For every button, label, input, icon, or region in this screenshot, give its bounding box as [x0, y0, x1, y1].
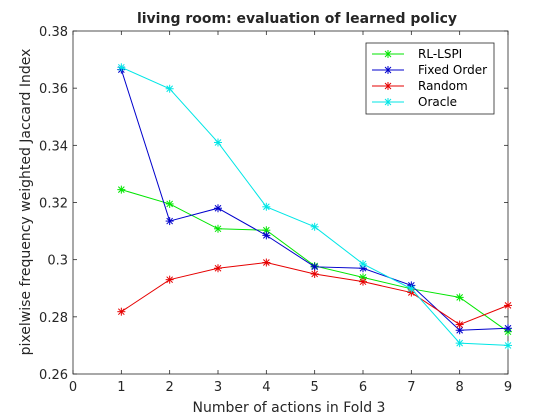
legend-label: Fixed Order	[418, 63, 487, 77]
data-point-random	[214, 264, 222, 273]
data-point-rl-lspi	[455, 293, 464, 302]
data-point-random	[262, 258, 271, 267]
data-point-fixed-order	[165, 217, 174, 226]
y-tick-label: 0.28	[39, 311, 68, 326]
data-point-rl-lspi	[117, 185, 126, 194]
legend-entry-random: Random	[372, 79, 468, 93]
data-point-oracle	[262, 202, 271, 211]
y-tick-label: 0.32	[39, 197, 68, 212]
y-tick-label: 0.26	[39, 368, 68, 383]
data-point-random	[455, 320, 464, 329]
data-point-oracle	[455, 339, 464, 348]
x-tick-label: 6	[359, 380, 367, 395]
data-point-oracle	[504, 341, 512, 350]
legend-marker	[384, 98, 392, 106]
legend-entry-rl-lspi: RL-LSPI	[372, 47, 462, 61]
data-point-rl-lspi	[214, 224, 222, 233]
data-point-fixed-order	[455, 326, 464, 335]
data-point-fixed-order	[504, 324, 512, 333]
x-axis-label: Number of actions in Fold 3	[193, 400, 386, 416]
data-point-oracle	[117, 63, 126, 72]
x-axis-ticks: 0 1 2 3 4 5 6 7 8 9	[69, 31, 512, 395]
series-random	[117, 258, 512, 329]
data-point-oracle	[310, 222, 319, 231]
data-point-random	[165, 275, 174, 284]
legend-label: RL-LSPI	[418, 47, 462, 61]
y-tick-label: 0.34	[39, 139, 68, 154]
x-tick-label: 1	[117, 380, 125, 395]
data-point-fixed-order	[310, 262, 319, 271]
x-tick-label: 2	[166, 380, 174, 395]
x-tick-label: 5	[311, 380, 319, 395]
data-point-rl-lspi	[165, 199, 174, 208]
data-point-random	[310, 269, 319, 278]
y-tick-label: 0.3	[47, 254, 68, 269]
legend-marker	[384, 82, 392, 90]
y-axis-ticks: 0.26 0.28 0.3 0.32 0.34 0.36 0.38	[39, 25, 508, 383]
legend-entry-oracle: Oracle	[372, 95, 457, 109]
x-tick-label: 3	[214, 380, 222, 395]
data-point-oracle	[165, 84, 174, 93]
legend: RL-LSPI Fixed Order Random Oracle	[365, 42, 495, 115]
y-tick-label: 0.36	[39, 82, 68, 97]
data-point-random	[359, 277, 367, 286]
x-tick-label: 7	[407, 380, 415, 395]
x-tick-label: 0	[69, 380, 77, 395]
legend-label: Oracle	[418, 95, 457, 109]
x-tick-label: 4	[262, 380, 270, 395]
y-tick-label: 0.38	[39, 25, 68, 40]
legend-marker	[384, 50, 392, 58]
chart-title: living room: evaluation of learned polic…	[137, 11, 457, 27]
data-point-oracle	[214, 138, 222, 147]
data-point-fixed-order	[214, 204, 222, 213]
legend-entry-fixed-order: Fixed Order	[372, 63, 487, 77]
legend-marker	[384, 66, 392, 74]
y-axis-label: pixelwise frequency weighted Jaccard Ind…	[18, 49, 34, 356]
data-point-fixed-order	[262, 231, 271, 240]
legend-label: Random	[418, 79, 468, 93]
series-oracle	[117, 63, 512, 350]
x-tick-label: 8	[456, 380, 464, 395]
data-point-random	[504, 301, 512, 310]
x-tick-label: 9	[504, 380, 512, 395]
data-point-oracle	[359, 259, 367, 268]
data-point-oracle	[407, 284, 416, 293]
data-point-random	[117, 307, 126, 316]
series-layer	[117, 63, 512, 350]
